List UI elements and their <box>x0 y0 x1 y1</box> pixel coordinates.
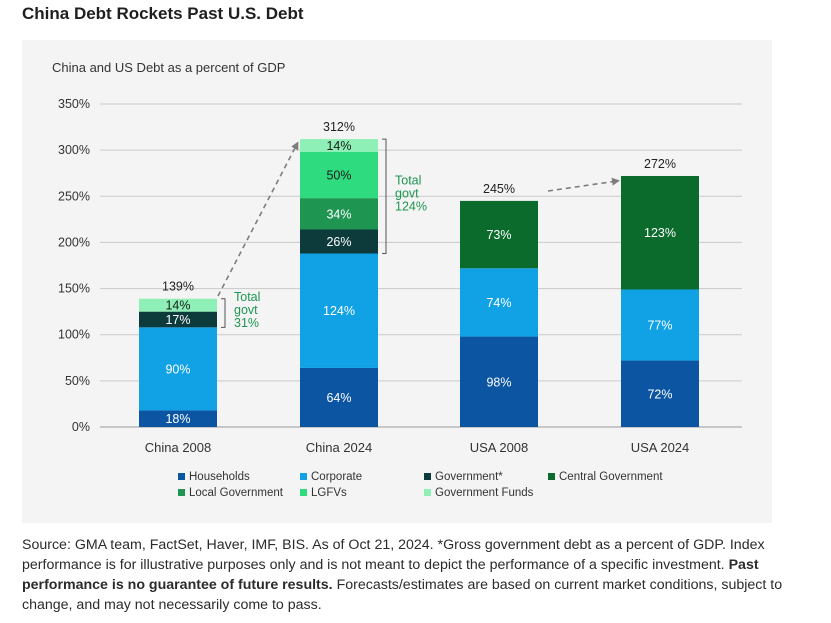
data-label: 17% <box>165 313 190 327</box>
y-tick-label: 200% <box>58 235 90 249</box>
y-tick-label: 350% <box>58 97 90 111</box>
footer-text-1: Source: GMA team, FactSet, Haver, IMF, B… <box>22 537 765 573</box>
data-label: 124% <box>323 304 355 318</box>
bar-local-government <box>300 198 378 230</box>
bar-government-funds <box>300 139 378 152</box>
total-label: 312% <box>323 120 355 134</box>
data-label: 77% <box>647 319 672 333</box>
legend-swatch <box>300 489 307 496</box>
footer-note: Source: GMA team, FactSet, Haver, IMF, B… <box>22 535 812 615</box>
x-tick-label: China 2024 <box>306 440 373 455</box>
x-tick-label: China 2008 <box>145 440 212 455</box>
trend-arrow <box>217 141 299 297</box>
govt-bracket <box>221 298 226 328</box>
legend-label: Local Government <box>189 487 284 499</box>
annotation-text: 31% <box>234 316 259 330</box>
data-label: 90% <box>165 362 190 376</box>
legend-swatch <box>300 473 307 480</box>
annotation-text: Total <box>234 290 260 304</box>
data-label: 73% <box>486 228 511 242</box>
y-tick-label: 300% <box>58 143 90 157</box>
x-tick-label: USA 2008 <box>470 440 529 455</box>
legend-label: Government* <box>435 471 503 483</box>
total-label: 139% <box>162 280 194 294</box>
legend-label: Central Government <box>559 471 663 483</box>
y-tick-label: 0% <box>72 420 90 434</box>
bar-households <box>460 336 538 427</box>
bar-government <box>139 311 217 328</box>
bar-corporate <box>300 253 378 368</box>
bar-households <box>621 360 699 427</box>
legend-swatch <box>424 473 431 480</box>
bar-corporate <box>460 268 538 337</box>
bar-lgfvs <box>300 151 378 199</box>
x-tick-label: USA 2024 <box>631 440 690 455</box>
legend-item-government: Government* <box>424 471 503 483</box>
bar-government-funds <box>139 298 217 312</box>
annotation-text: 124% <box>395 199 427 213</box>
footer-text-2: Forecasts/estimates are based on current… <box>22 577 783 613</box>
data-label: 14% <box>165 299 190 313</box>
annotation-text: Total <box>395 173 421 187</box>
chart-title: China and US Debt as a percent of GDP <box>52 60 286 75</box>
legend-item-government-funds: Government Funds <box>424 487 534 499</box>
bar-central-government <box>621 175 699 290</box>
annotation-text: govt <box>234 303 258 317</box>
total-label: 272% <box>644 157 676 171</box>
bar-households <box>300 367 378 427</box>
data-label: 123% <box>644 226 676 240</box>
legend-swatch <box>178 489 185 496</box>
y-tick-label: 100% <box>58 328 90 342</box>
govt-bracket <box>382 138 387 255</box>
legend-item-corporate: Corporate <box>300 471 362 483</box>
bar-households <box>139 410 217 427</box>
legend-item-lgfvs: LGFVs <box>300 487 347 499</box>
legend-label: Government Funds <box>435 487 534 499</box>
data-label: 64% <box>326 391 351 405</box>
bar-government <box>300 229 378 254</box>
total-label: 245% <box>483 182 515 196</box>
data-label: 74% <box>486 296 511 310</box>
y-tick-label: 50% <box>65 374 90 388</box>
legend-label: Corporate <box>311 471 362 483</box>
bar-corporate <box>621 289 699 361</box>
legend-item-local-government: Local Government <box>178 487 284 499</box>
annotation-text: govt <box>395 186 419 200</box>
data-label: 26% <box>326 235 351 249</box>
data-label: 98% <box>486 375 511 389</box>
legend-item-central-government: Central Government <box>548 471 663 483</box>
bar-corporate <box>139 327 217 411</box>
legend-swatch <box>178 473 185 480</box>
trend-arrow <box>547 177 620 192</box>
legend-label: LGFVs <box>311 487 347 499</box>
data-label: 50% <box>326 169 351 183</box>
data-label: 14% <box>326 139 351 153</box>
data-label: 34% <box>326 207 351 221</box>
legend-item-households: Households <box>178 471 250 483</box>
page-title: China Debt Rockets Past U.S. Debt <box>22 4 304 23</box>
data-label: 72% <box>647 387 672 401</box>
y-tick-label: 250% <box>58 189 90 203</box>
legend-label: Households <box>189 471 250 483</box>
legend-swatch <box>424 489 431 496</box>
y-tick-label: 150% <box>58 282 90 296</box>
bar-central-government <box>460 200 538 269</box>
data-label: 18% <box>165 412 190 426</box>
legend-swatch <box>548 473 555 480</box>
footer-bold: Past performance is no guarantee of futu… <box>22 557 759 593</box>
